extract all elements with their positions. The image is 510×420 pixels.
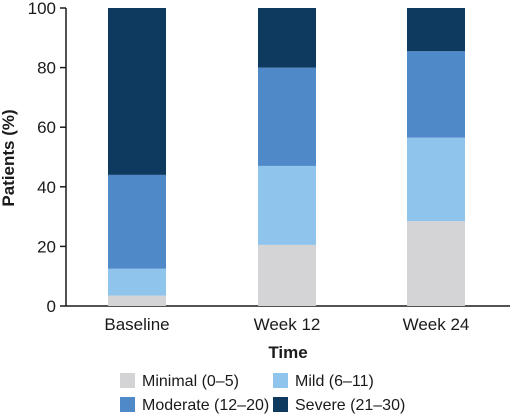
y-axis: 0 20 40 60 80 100	[28, 0, 67, 316]
bar-segment	[108, 174, 166, 269]
x-axis: Baseline Week 12 Week 24	[66, 305, 510, 334]
x-tick-label: Week 12	[254, 315, 321, 334]
legend-label: Minimal (0–5)	[142, 373, 239, 390]
x-tick-label: Baseline	[104, 315, 169, 334]
legend-swatch	[120, 397, 135, 412]
x-axis-title: Time	[268, 343, 307, 362]
bar-segment	[108, 8, 166, 175]
legend-label: Mild (6–11)	[295, 373, 374, 390]
bars	[108, 8, 465, 306]
bar-segment	[108, 268, 166, 296]
bar-segment	[258, 8, 316, 68]
bar-segment	[407, 137, 465, 222]
legend-swatch	[273, 397, 288, 412]
legend-label: Severe (21–30)	[295, 397, 405, 414]
y-tick-label: 40	[37, 178, 56, 197]
bar-segment	[407, 8, 465, 52]
y-tick-label: 100	[28, 0, 56, 18]
x-tick-label: Week 24	[403, 315, 470, 334]
y-tick-label: 0	[47, 297, 56, 316]
legend-label: Moderate (12–20)	[142, 397, 269, 414]
y-tick-label: 20	[37, 237, 56, 256]
legend: Minimal (0–5) Mild (6–11) Moderate (12–20)…	[120, 373, 405, 414]
legend-swatch	[120, 373, 135, 388]
legend-swatch	[273, 373, 288, 388]
y-axis-title: Patients (%)	[0, 109, 18, 206]
y-tick-label: 80	[37, 59, 56, 78]
bar-segment	[258, 165, 316, 245]
bar-segment	[258, 244, 316, 306]
bar-segment	[108, 295, 166, 306]
y-tick-label: 60	[37, 118, 56, 137]
bar-segment	[407, 51, 465, 138]
bar-segment	[407, 221, 465, 306]
bar-segment	[258, 67, 316, 166]
